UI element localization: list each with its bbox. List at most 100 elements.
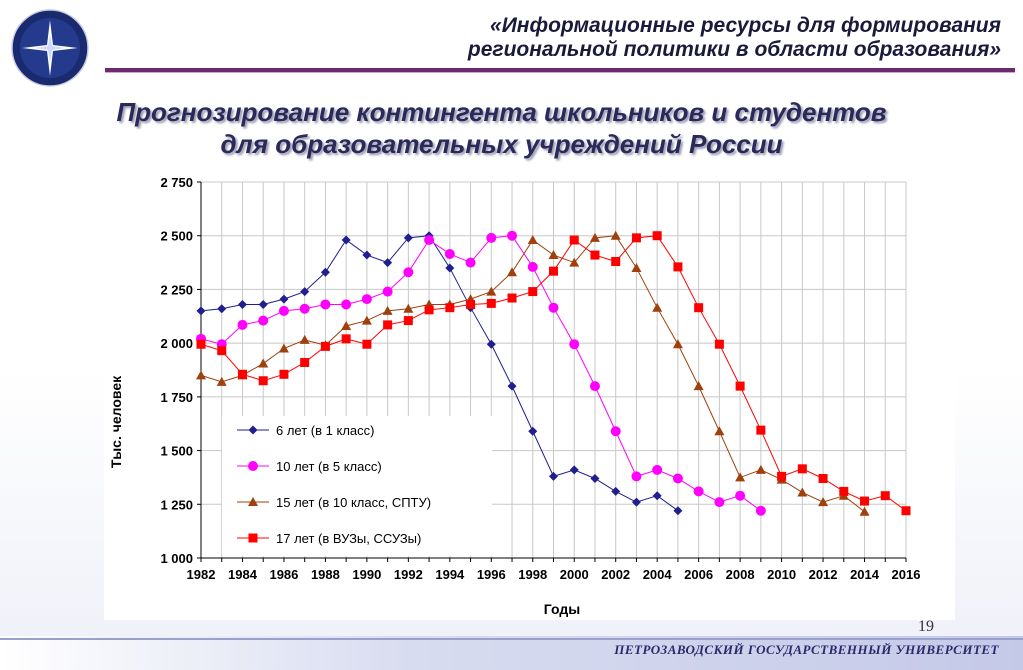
data-point: [465, 257, 476, 268]
data-point: [362, 339, 372, 349]
data-point: [528, 287, 538, 297]
presentation-header: «Информационные ресурсы для формирования…: [468, 14, 1001, 62]
data-point: [548, 250, 559, 260]
header-line-2: региональной политики в области образова…: [467, 38, 1001, 61]
data-point: [362, 250, 372, 260]
series-4: [196, 231, 911, 516]
data-point: [549, 266, 558, 276]
data-point: [237, 299, 247, 309]
data-point: [569, 257, 580, 267]
data-point: [652, 491, 662, 501]
data-point: [527, 235, 538, 245]
data-point: [859, 506, 870, 516]
data-point: [755, 505, 766, 516]
data-point: [818, 474, 828, 484]
data-point: [258, 376, 268, 386]
x-tick-label: 2006: [684, 567, 713, 582]
data-point: [507, 230, 518, 241]
footer-university-name: ПЕТРОЗАВОДСКИЙ ГОСУДАРСТВЕННЫЙ УНИВЕРСИТ…: [614, 642, 999, 657]
data-point: [901, 506, 911, 516]
x-tick-label: 1988: [311, 567, 340, 582]
data-point: [248, 533, 258, 543]
data-point: [673, 262, 683, 272]
data-point: [735, 381, 745, 391]
data-point: [673, 506, 683, 516]
chart-series: [196, 230, 911, 516]
data-point: [631, 497, 641, 507]
y-tick-label: 2 500: [160, 229, 193, 244]
y-tick-label: 1 500: [160, 444, 193, 459]
x-tick-label: 2016: [892, 567, 921, 582]
data-point: [320, 267, 330, 277]
data-point: [486, 232, 497, 243]
data-point: [383, 258, 393, 268]
data-point: [631, 471, 642, 482]
university-logo: [11, 9, 89, 87]
x-tick-label: 1998: [518, 567, 547, 582]
data-point: [839, 486, 849, 496]
header-divider: [105, 68, 1015, 73]
data-point: [424, 305, 434, 315]
data-point: [507, 381, 517, 391]
data-point: [466, 299, 476, 309]
series-1: [196, 231, 683, 516]
data-point: [652, 231, 662, 241]
data-point: [445, 303, 455, 313]
data-point: [548, 302, 559, 313]
data-point: [445, 263, 455, 273]
data-point: [486, 339, 496, 349]
y-tick-label: 1 750: [160, 390, 193, 405]
data-point: [300, 357, 310, 367]
data-point: [694, 303, 704, 313]
legend-label: 10 лет (в 5 класс): [276, 459, 382, 474]
data-point: [672, 473, 683, 484]
y-tick-label: 2 250: [160, 282, 193, 297]
header-line-1: «Информационные ресурсы для формирования: [490, 14, 1001, 37]
data-point: [383, 320, 393, 330]
data-point: [237, 319, 248, 330]
data-point: [216, 376, 227, 386]
data-point: [361, 315, 372, 325]
legend-label: 17 лет (в ВУЗы, ССУЗы): [276, 531, 421, 546]
legend-label: 6 лет (в 1 класс): [276, 423, 374, 438]
data-point: [589, 232, 600, 242]
data-point: [320, 299, 331, 310]
data-point: [631, 233, 641, 243]
data-point: [590, 474, 600, 484]
data-point: [755, 464, 766, 474]
y-axis-label: Тыс. человек: [108, 375, 124, 468]
x-tick-label: 1990: [352, 567, 381, 582]
data-point: [341, 334, 351, 344]
line-chart: 1 000 1 250 1 500 1 750 2 000 2 250 2 500 2 750…: [108, 175, 921, 617]
x-tick-label: 1996: [477, 567, 506, 582]
data-point: [507, 293, 517, 303]
data-point: [444, 248, 455, 259]
y-tick-label: 2 000: [160, 336, 193, 351]
data-point: [196, 370, 206, 380]
data-point: [507, 267, 518, 277]
footer-bar: [0, 636, 1023, 670]
data-point: [652, 464, 663, 475]
x-tick-label: 2002: [601, 567, 630, 582]
y-tick-label: 1 000: [160, 551, 193, 566]
data-point: [403, 303, 414, 313]
data-point: [258, 358, 269, 368]
data-point: [714, 426, 725, 436]
data-point: [341, 320, 352, 330]
x-tick-label: 1982: [187, 567, 216, 582]
x-tick-label: 2004: [643, 567, 673, 582]
x-tick-label: 2010: [767, 567, 796, 582]
data-point: [880, 491, 890, 501]
data-point: [486, 286, 497, 296]
data-point: [382, 286, 393, 297]
data-point: [196, 306, 206, 316]
data-point: [299, 334, 310, 344]
data-point: [569, 235, 579, 245]
y-tick-labels: 1 000 1 250 1 500 1 750 2 000 2 250 2 500 2 750: [160, 175, 193, 566]
data-point: [714, 497, 725, 508]
page-number: 19: [918, 618, 934, 635]
data-point: [278, 305, 289, 316]
data-point: [248, 461, 258, 471]
legend-box: [222, 416, 492, 556]
data-point: [424, 235, 435, 246]
